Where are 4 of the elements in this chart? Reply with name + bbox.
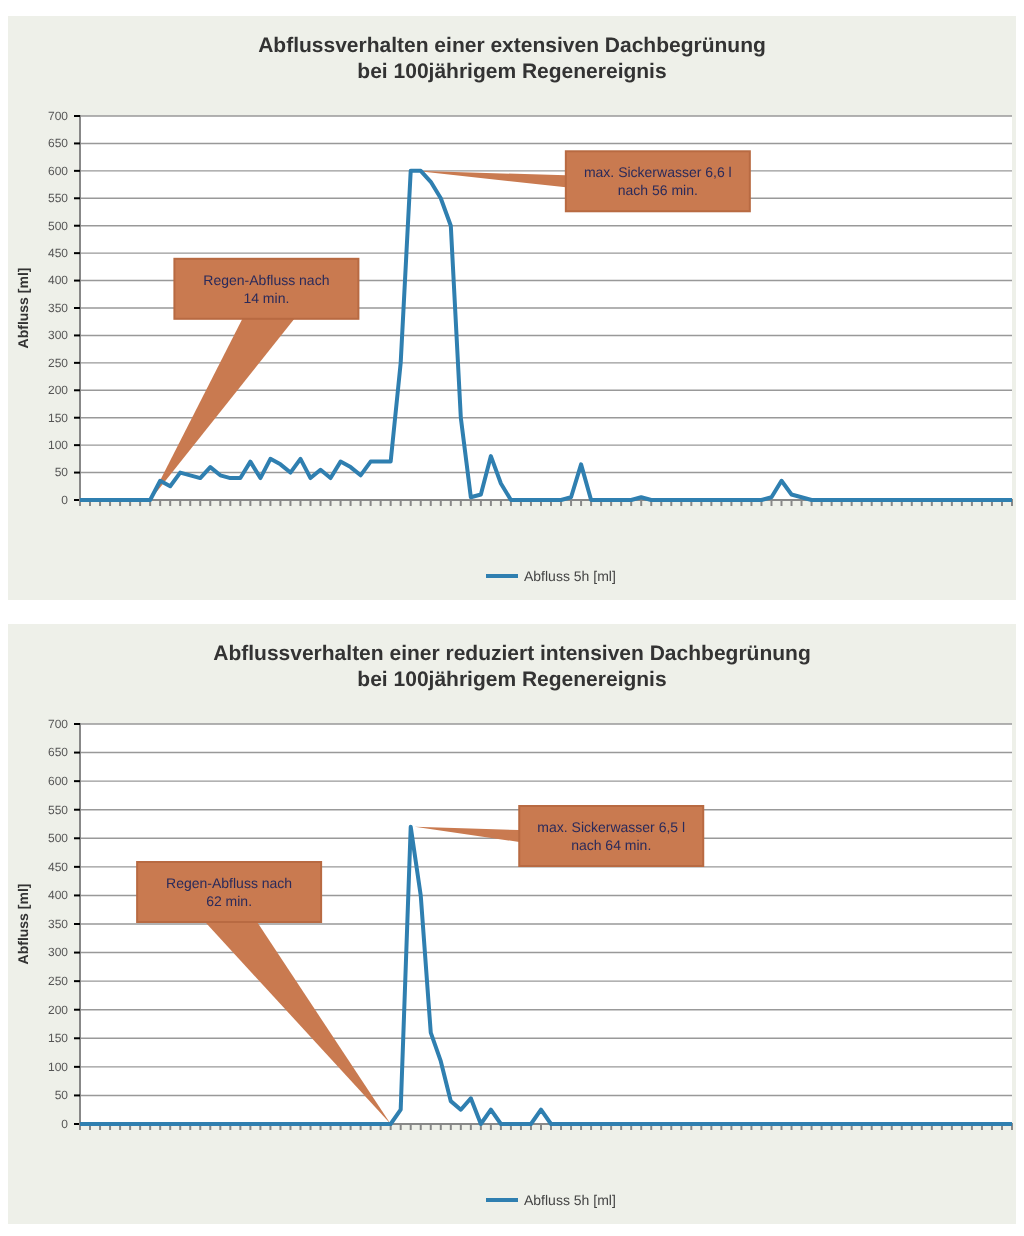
line-series	[78, 824, 1014, 1126]
chart-title: Abflussverhalten einer reduziert intensiven Dachbegrünung bei 100jährigem Regenereignis	[213, 642, 811, 692]
line-series	[78, 168, 1014, 502]
chart-title: Abflussverhalten einer extensiven Dachbegrünung bei 100jährigem Regenereignis	[258, 34, 766, 84]
